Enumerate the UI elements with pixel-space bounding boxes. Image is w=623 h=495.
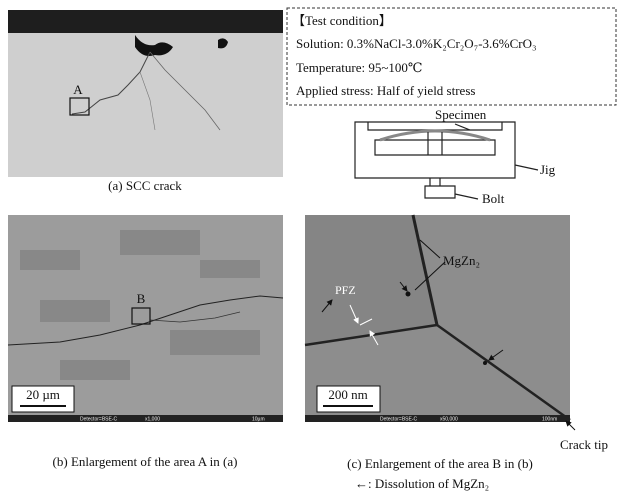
figure: A (a) SCC crack 【Test condition】 Solutio… <box>0 0 623 495</box>
condition-line: Temperature: 95~100℃ <box>296 60 422 75</box>
scale-bar-label: 20 µm <box>26 387 60 402</box>
box-label: A <box>73 82 83 97</box>
info-bar-text: Detector=BSE-C <box>80 416 117 422</box>
page: {"panel_a": {"caption": "(a) SCC crack",… <box>0 0 623 495</box>
scale-bar-label: 200 nm <box>328 387 367 402</box>
condition-title: 【Test condition】 <box>292 13 392 28</box>
jig-label: Specimen <box>435 107 487 122</box>
jig-diagram <box>355 122 538 199</box>
info-bar-text: 10µm <box>252 416 265 422</box>
info-bar-text: x50,000 <box>440 416 458 422</box>
condition-line: Applied stress: Half of yield stress <box>296 83 475 98</box>
caption: (a) SCC crack <box>108 178 182 193</box>
caption: (c) Enlargement of the area B in (b) <box>347 456 533 471</box>
box-label: B <box>137 291 146 306</box>
info-bar-text: x1,000 <box>145 416 160 422</box>
annotation: PFZ <box>335 283 356 297</box>
jig-label: Bolt <box>482 191 505 206</box>
info-bar-text: 100nm <box>542 416 557 422</box>
micrograph-a <box>8 10 283 177</box>
caption: (b) Enlargement of the area A in (a) <box>53 454 238 469</box>
annotation: MgZn₂ <box>443 253 480 268</box>
legend: ←: Dissolution of MgZn₂ <box>355 476 489 491</box>
info-bar-text: Detector=BSE-C <box>380 416 417 422</box>
jig-label: Jig <box>540 162 556 177</box>
condition-line: Solution: 0.3%NaCl-3.0%K₂Cr₂O₇-3.6%CrO₃ <box>296 36 537 51</box>
annotation: Crack tip <box>560 437 608 452</box>
